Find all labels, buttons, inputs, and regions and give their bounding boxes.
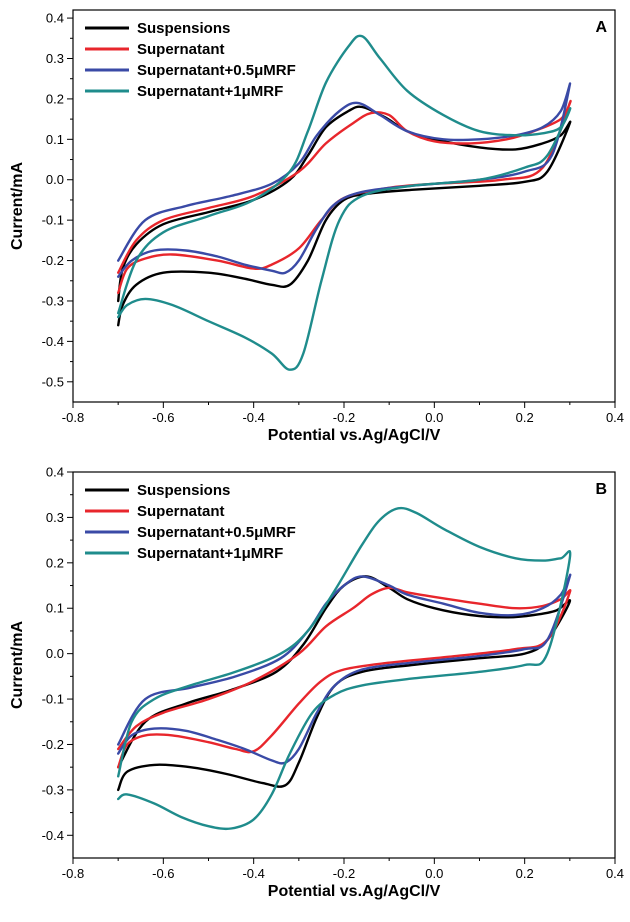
y-tick-label: -0.3 bbox=[42, 782, 64, 797]
y-tick-label: -0.2 bbox=[42, 737, 64, 752]
x-tick-label: 0.4 bbox=[606, 866, 624, 881]
y-tick-label: 0.1 bbox=[46, 601, 64, 616]
x-axis-label: Potential vs.Ag/AgCl/V bbox=[268, 427, 441, 444]
legend-label: Supernatant bbox=[137, 41, 225, 58]
panel-label: B bbox=[595, 481, 607, 498]
y-tick-label: 0.2 bbox=[46, 555, 64, 570]
x-tick-label: 0.0 bbox=[425, 866, 443, 881]
series-line-suspensions bbox=[117, 105, 572, 327]
y-axis-label: Current/mA bbox=[9, 162, 26, 250]
legend-label: Supernatant+1μMRF bbox=[137, 545, 283, 562]
legend: Suspensions Supernatant Supernatant+0.5μMR… bbox=[85, 20, 296, 100]
series-line-supernatant bbox=[117, 586, 572, 769]
series-line-supernatant-1-mrf bbox=[117, 34, 572, 371]
y-tick-label: -0.4 bbox=[42, 828, 64, 843]
y-tick-label: -0.2 bbox=[42, 253, 64, 268]
y-tick-label: -0.4 bbox=[42, 334, 64, 349]
x-tick-label: 0.4 bbox=[606, 410, 624, 425]
y-tick-label: 0.1 bbox=[46, 132, 64, 147]
legend-label: Supernatant+1μMRF bbox=[137, 83, 283, 100]
y-tick-label: 0.3 bbox=[46, 510, 64, 525]
x-tick-label: -0.2 bbox=[333, 410, 355, 425]
chart-panel-A: -0.8 -0.6 -0.4 -0.2 0.0 0.2 0.4 0.4 0.3 0.2 0.1 0.0… bbox=[9, 9, 624, 444]
series-line-supernatant-1-mrf bbox=[117, 506, 572, 831]
y-tick-label: -0.1 bbox=[42, 213, 64, 228]
legend-label: Supernatant+0.5μMRF bbox=[137, 62, 296, 79]
series-line-supernatant-0-5-mrf bbox=[117, 82, 572, 278]
series-line-supernatant bbox=[117, 99, 572, 295]
x-tick-label: -0.4 bbox=[242, 866, 264, 881]
y-tick-label: 0.0 bbox=[46, 646, 64, 661]
x-tick-label: 0.2 bbox=[516, 410, 534, 425]
y-tick-label: -0.1 bbox=[42, 692, 64, 707]
x-tick-label: -0.4 bbox=[242, 410, 264, 425]
x-tick-label: 0.0 bbox=[425, 410, 443, 425]
y-tick-label: 0.3 bbox=[46, 51, 64, 66]
y-axis-label: Current/mA bbox=[9, 621, 26, 709]
chart-panel-B: -0.8 -0.6 -0.4 -0.2 0.0 0.2 0.4 0.4 0.3 0.2 0.1 0.0… bbox=[9, 465, 624, 901]
x-tick-label: -0.6 bbox=[152, 410, 174, 425]
x-tick-label: -0.6 bbox=[152, 866, 174, 881]
legend-label: Supernatant+0.5μMRF bbox=[137, 524, 296, 541]
y-tick-label: 0.2 bbox=[46, 91, 64, 106]
x-tick-label: -0.8 bbox=[62, 410, 84, 425]
x-tick-label: -0.2 bbox=[333, 866, 355, 881]
legend-label: Suspensions bbox=[137, 482, 230, 499]
series-group bbox=[117, 34, 572, 371]
panel-label: A bbox=[595, 19, 607, 36]
legend: Suspensions Supernatant Supernatant+0.5μMR… bbox=[85, 482, 296, 562]
legend-label: Supernatant bbox=[137, 503, 225, 520]
y-tick-label: 0.4 bbox=[46, 11, 64, 26]
series-group bbox=[117, 506, 572, 831]
legend-label: Suspensions bbox=[137, 20, 230, 37]
x-tick-label: 0.2 bbox=[516, 866, 534, 881]
x-axis-label: Potential vs.Ag/AgCl/V bbox=[268, 883, 441, 900]
series-line-suspensions bbox=[117, 575, 572, 792]
y-tick-label: -0.5 bbox=[42, 374, 64, 389]
y-tick-label: 0.4 bbox=[46, 465, 64, 480]
y-tick-label: 0.0 bbox=[46, 172, 64, 187]
x-tick-label: -0.8 bbox=[62, 866, 84, 881]
y-tick-label: -0.3 bbox=[42, 293, 64, 308]
